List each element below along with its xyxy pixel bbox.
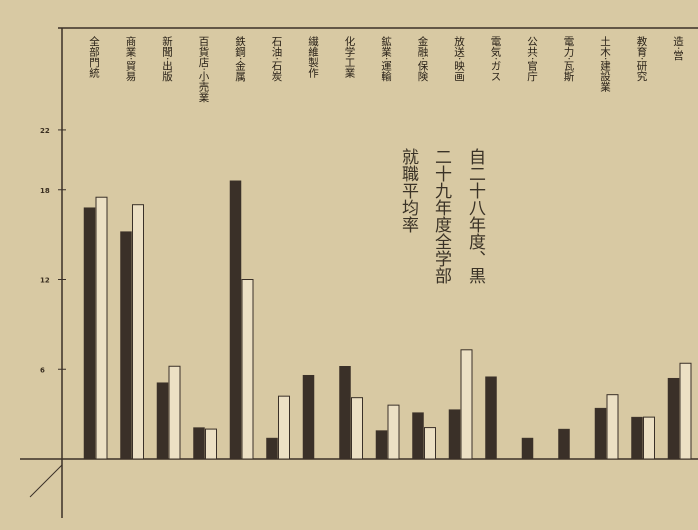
bar-dark-13 [558,428,570,460]
bar-dark-7 [339,366,351,460]
category-label-15: 教育·研究 [636,35,648,81]
y-tick-label-2: 18 [40,187,50,195]
bar-light-10 [460,349,473,460]
bar-dark-5 [266,437,278,460]
category-label-12: 公共·官庁 [526,36,538,81]
category-label-9: 金融·保険 [417,35,429,82]
y-tick-label-1: 12 [40,277,50,285]
category-label-11: 電気·ガス [490,36,502,81]
bar-dark-1 [120,231,132,460]
bar-light-4 [241,279,254,460]
corner-diagonal [29,464,63,498]
bar-light-15 [643,416,655,460]
bar-dark-12 [521,437,534,460]
category-label-5: 石油·石炭 [271,36,283,82]
legend-line-2: 二十九年度全学部 [431,148,452,284]
category-label-4: 鉄鋼·金属 [234,35,246,82]
bar-light-8 [387,404,400,460]
bar-dark-6 [302,374,315,460]
bar-dark-4 [229,180,242,460]
legend-line-1: 自二十八年度、黒 [465,148,486,284]
bar-light-2 [168,365,181,460]
category-label-13: 電力·瓦斯 [563,36,575,82]
bar-light-1 [132,204,144,460]
bars-group [83,180,692,460]
category-label-3: 百貨店·小売業 [198,36,210,103]
bar-dark-10 [448,409,461,460]
bar-dark-3 [193,427,205,460]
category-label-6: 繊維製作 [307,35,319,78]
category-label-8: 鉱業·運輸 [380,35,392,82]
bar-dark-11 [485,376,497,460]
category-label-1: 商業·貿易 [125,35,137,82]
bar-dark-8 [375,430,388,460]
category-label-10: 放送·映画 [453,35,465,82]
category-label-0: 全部門統 [88,35,100,79]
category-label-7: 化学工業 [344,35,356,79]
category-labels-group: 全部門統 商業·貿易 新聞·出版 百貨店·小売業 鉄鋼·金属 石油·石炭 繊維製作 化学工業 鉱… [88,35,684,103]
bar-light-14 [606,394,619,460]
bar-light-9 [424,427,436,460]
bar-dark-15 [631,416,643,460]
bar-light-16 [679,362,692,460]
category-label-16: 造·営 [672,35,684,61]
bar-light-5 [278,395,290,460]
y-tick-label-3: 22 [40,127,50,135]
bar-dark-0 [83,207,96,460]
bar-light-3 [205,428,217,460]
y-ticks-group: 6 12 18 22 [40,127,66,374]
legend-line-3: 就職平均率 [398,148,419,233]
bar-dark-9 [412,412,424,460]
category-label-2: 新聞·出版 [161,35,173,82]
bar-light-0 [95,196,108,460]
y-tick-label-0: 6 [40,366,45,374]
bar-dark-16 [667,377,680,460]
bar-dark-2 [156,382,169,460]
bar-light-7 [351,397,363,460]
bar-dark-14 [594,407,607,460]
category-label-14: 土木·建設業 [599,35,611,92]
